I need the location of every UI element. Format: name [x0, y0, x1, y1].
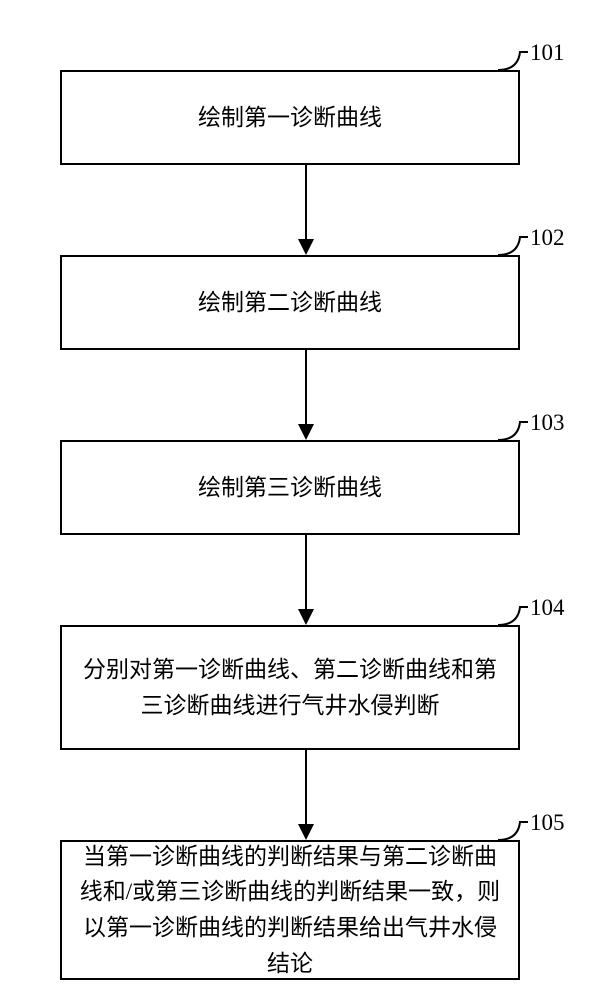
step-box-103: 绘制第三诊断曲线 — [60, 440, 520, 535]
step-text-102: 绘制第二诊断曲线 — [198, 285, 382, 321]
arrow-4-5 — [294, 750, 318, 840]
step-box-101: 绘制第一诊断曲线 — [60, 70, 520, 165]
step-label-102: 102 — [530, 225, 565, 251]
arrow-1-2 — [294, 165, 318, 255]
step-label-101: 101 — [530, 40, 565, 66]
step-box-102: 绘制第二诊断曲线 — [60, 255, 520, 350]
step-box-105: 当第一诊断曲线的判断结果与第二诊断曲线和/或第三诊断曲线的判断结果一致，则以第一… — [60, 840, 520, 980]
callout-103 — [498, 420, 532, 444]
callout-102 — [498, 235, 532, 259]
step-text-105: 当第一诊断曲线的判断结果与第二诊断曲线和/或第三诊断曲线的判断结果一致，则以第一… — [78, 839, 502, 982]
arrow-3-4 — [294, 535, 318, 625]
step-box-104: 分别对第一诊断曲线、第二诊断曲线和第三诊断曲线进行气井水侵判断 — [60, 625, 520, 750]
step-text-103: 绘制第三诊断曲线 — [198, 470, 382, 506]
step-text-101: 绘制第一诊断曲线 — [198, 100, 382, 136]
step-text-104: 分别对第一诊断曲线、第二诊断曲线和第三诊断曲线进行气井水侵判断 — [78, 652, 502, 723]
step-label-104: 104 — [530, 595, 565, 621]
step-label-103: 103 — [530, 410, 565, 436]
flowchart-canvas: 绘制第一诊断曲线 101 绘制第二诊断曲线 102 绘制第三诊断曲线 103 分… — [0, 0, 611, 1000]
callout-105 — [498, 820, 532, 844]
callout-101 — [498, 50, 532, 74]
step-label-105: 105 — [530, 810, 565, 836]
arrow-2-3 — [294, 350, 318, 440]
callout-104 — [498, 605, 532, 629]
